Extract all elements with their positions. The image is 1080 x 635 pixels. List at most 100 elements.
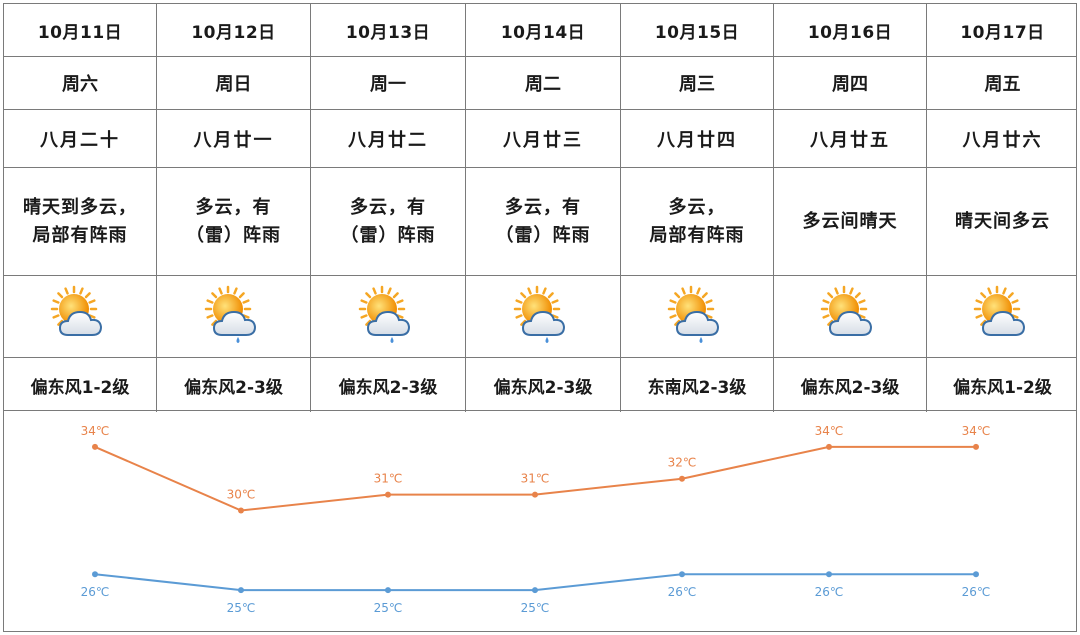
wind-text: 偏东风1-2级 [30,377,130,398]
cell-lunar-date: 八月廿三 [466,110,621,167]
lunar-date-text: 八月廿三 [503,129,583,151]
cell-weather-icon [774,276,927,357]
lunar-date-text: 八月廿六 [962,129,1043,151]
high-temp-point [92,443,98,450]
weekday-text: 周三 [679,74,715,95]
wind-text: 偏东风2-3级 [493,377,593,398]
temperature-chart: 34℃ 30℃ 31℃ 31℃ 32℃ 34℃ 34℃ 26℃ 25℃ 25℃ 25℃ 26℃ 26℃ 2… [3,411,1077,632]
cell-wind: 偏东风2-3级 [157,358,311,412]
cell-wind: 偏东风2-3级 [466,358,621,412]
cell-weekday: 周日 [157,57,311,109]
cell-weather-icon [927,276,1078,357]
temperature-chart-svg: 34℃ 30℃ 31℃ 31℃ 32℃ 34℃ 34℃ 26℃ 25℃ 25℃ 25℃ 26℃ 26℃ 2… [81,424,991,615]
cell-lunar-date: 八月廿二 [311,110,466,167]
lunar-date-text: 八月廿一 [193,129,274,151]
weather-desc-text: 多云，有 （雷）阵雨 [495,196,591,246]
sun-cloud-rain-icon [513,285,566,343]
lunar-date-text: 八月廿四 [657,129,737,151]
low-temp-label: 26℃ [815,585,844,599]
cell-lunar-date: 八月廿四 [621,110,774,167]
wind-text: 偏东风2-3级 [338,377,438,398]
date-text: 10月14日 [500,22,586,43]
weekday-text: 周二 [525,74,561,95]
cell-weather-desc: 晴天到多云， 局部有阵雨 [4,168,157,275]
high-temp-label: 34℃ [962,424,991,438]
cell-weather-icon [157,276,311,357]
low-temp-point [532,587,538,594]
wind-text: 偏东风1-2级 [953,377,1052,398]
date-text: 10月16日 [807,22,893,43]
wind-text: 东南风2-3级 [647,377,747,398]
weekday-text: 周五 [984,74,1021,95]
cell-wind: 东南风2-3级 [621,358,774,412]
lunar-date-text: 八月廿二 [348,129,428,151]
low-temp-label: 25℃ [521,601,550,615]
high-temp-label: 30℃ [227,488,256,502]
high-temp-label: 34℃ [81,424,110,438]
low-temp-point [385,587,391,594]
weather-desc-text: 晴天间多云 [955,210,1050,232]
row-lunar-date: 八月二十 八月廿一 八月廿二 八月廿三 八月廿四 八月廿五 八月廿六 [4,110,1076,168]
cell-lunar-date: 八月二十 [4,110,157,167]
date-text: 10月11日 [37,22,123,43]
cell-date: 10月16日 [774,4,927,56]
cell-date: 10月13日 [311,4,466,56]
weather-desc-text: 多云，有 （雷）阵雨 [186,196,281,246]
weekday-text: 周日 [215,74,252,95]
low-temp-label: 26℃ [668,585,697,599]
cell-date: 10月11日 [4,4,157,56]
low-temp-point [92,571,98,578]
high-temp-point [826,443,832,450]
row-weather-desc: 晴天到多云， 局部有阵雨 多云，有 （雷）阵雨 多云，有 （雷）阵雨 多云，有 （雷）… [4,168,1076,276]
cell-weather-icon [466,276,621,357]
low-temp-point [973,571,979,578]
cell-weekday: 周五 [927,57,1078,109]
sun-cloud-icon [820,285,873,336]
sun-cloud-icon [973,285,1025,336]
cell-weekday: 周四 [774,57,927,109]
weather-desc-text: 多云，有 （雷）阵雨 [340,196,436,246]
sun-cloud-rain-icon [667,285,720,343]
forecast-table: 10月11日 10月12日 10月13日 10月14日 10月15日 10月16日 10月1… [3,3,1077,412]
weekday-text: 周一 [370,74,406,95]
low-temp-label: 25℃ [374,601,403,615]
low-temp-point [826,571,832,578]
date-text: 10月13日 [345,22,431,43]
weekday-text: 周四 [832,74,868,95]
cell-lunar-date: 八月廿一 [157,110,311,167]
low-temp-label: 26℃ [81,585,110,599]
cell-weather-desc: 多云，有 （雷）阵雨 [311,168,466,275]
cell-weather-desc: 多云间晴天 [774,168,927,275]
cell-date: 10月12日 [157,4,311,56]
low-temp-point [238,587,244,594]
weekday-text: 周六 [62,74,98,95]
sun-cloud-rain-icon [358,285,411,343]
date-text: 10月12日 [191,22,276,43]
cell-wind: 偏东风1-2级 [4,358,157,412]
cell-weather-desc: 多云，有 （雷）阵雨 [466,168,621,275]
cell-weekday: 周二 [466,57,621,109]
row-weekday: 周六 周日 周一 周二 周三 周四 周五 [4,57,1076,110]
weather-desc-text: 多云间晴天 [802,210,898,232]
high-temp-point [238,507,244,514]
low-temp-label: 25℃ [227,601,256,615]
cell-weekday: 周六 [4,57,157,109]
sun-cloud-icon [50,285,103,336]
cell-date: 10月15日 [621,4,774,56]
wind-text: 偏东风2-3级 [800,377,900,398]
row-weather-icon [4,276,1076,358]
high-temp-point [679,475,685,482]
high-temp-point [532,491,538,498]
cell-wind: 偏东风2-3级 [774,358,927,412]
high-temp-label: 32℃ [668,456,697,470]
low-temp-label: 26℃ [962,585,991,599]
weather-desc-text: 晴天到多云， 局部有阵雨 [23,196,137,246]
cell-weather-icon [621,276,774,357]
cell-lunar-date: 八月廿六 [927,110,1078,167]
sun-cloud-rain-icon [204,285,256,343]
row-date: 10月11日 10月12日 10月13日 10月14日 10月15日 10月16日 10月1… [4,4,1076,57]
cell-weather-icon [311,276,466,357]
high-temp-label: 31℃ [521,472,550,486]
high-temp-label: 31℃ [374,472,403,486]
wind-text: 偏东风2-3级 [184,377,283,398]
